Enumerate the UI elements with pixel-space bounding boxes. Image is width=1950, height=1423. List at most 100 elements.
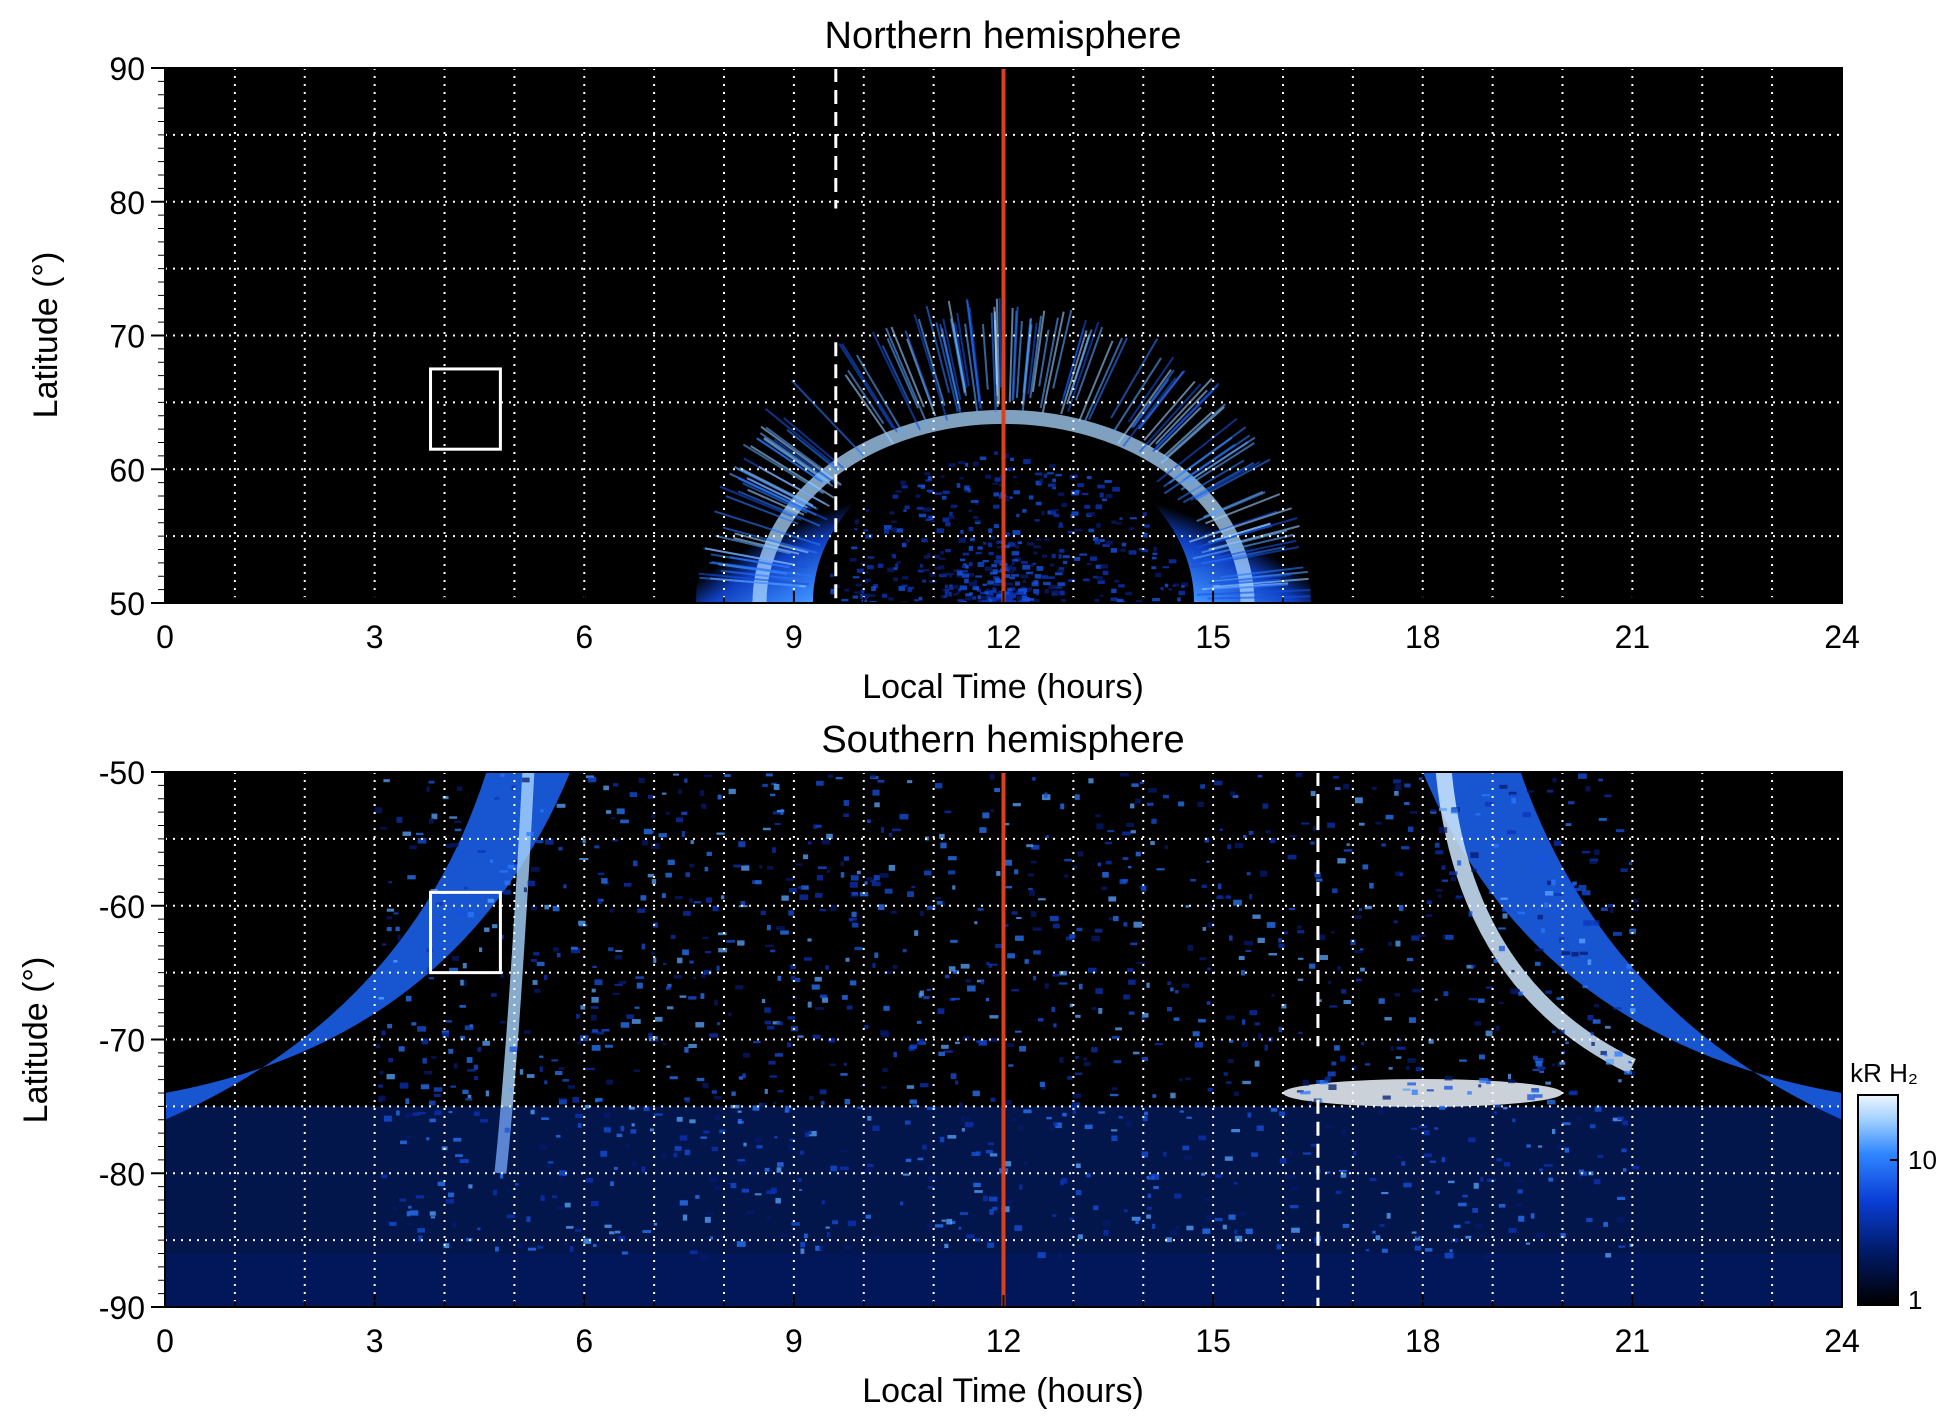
- north-speckle-cell: [1070, 514, 1074, 518]
- south-speckle-cell: [1560, 1233, 1566, 1239]
- south-speckle-cell: [1398, 905, 1404, 911]
- south-speckle-cell: [854, 946, 863, 951]
- south-speckle-cell: [762, 783, 768, 787]
- south-speckle-cell: [614, 1230, 621, 1234]
- south-speckle-cell: [1622, 1120, 1628, 1126]
- south-speckle-cell: [688, 1043, 697, 1049]
- south-speckle-cell: [1467, 1091, 1472, 1095]
- south-speckle-cell: [658, 833, 667, 838]
- south-speckle-cell: [874, 952, 879, 959]
- south-speckle-cell: [1127, 865, 1132, 869]
- north-speckle-cell: [1087, 512, 1095, 516]
- south-speckle-cell: [544, 904, 550, 910]
- south-speckle-cell: [467, 1094, 472, 1099]
- north-speckle-cell: [975, 551, 982, 555]
- south-speckle-cell: [1146, 982, 1150, 988]
- north-speckle-cell: [1043, 473, 1048, 478]
- south-speckle-cell: [1537, 1145, 1543, 1148]
- north-xtick-label-9: 9: [785, 619, 803, 655]
- south-speckle-cell: [1286, 1174, 1296, 1179]
- north-oval-streak: [1163, 426, 1247, 488]
- south-speckle-cell: [1457, 860, 1462, 866]
- south-speckle-cell: [842, 995, 848, 1000]
- south-speckle-cell: [799, 1188, 803, 1192]
- south-speckle-cell: [595, 1097, 603, 1102]
- north-oval-streak: [949, 318, 966, 394]
- south-speckle-cell: [843, 1063, 847, 1066]
- south-speckle-cell: [1503, 1107, 1508, 1110]
- north-speckle-cell: [1181, 582, 1189, 587]
- south-speckle-cell: [1225, 1081, 1232, 1084]
- north-speckle-cell: [1034, 574, 1042, 579]
- south-speckle-cell: [601, 1028, 610, 1032]
- south-speckle-cell: [397, 934, 401, 941]
- south-speckle-cell: [1203, 1198, 1212, 1201]
- south-speckle-cell: [451, 842, 459, 847]
- north-oval-streak: [871, 331, 921, 431]
- south-speckle-cell: [1030, 911, 1037, 918]
- south-speckle-cell: [1518, 1215, 1525, 1222]
- south-speckle-cell: [606, 810, 612, 814]
- south-speckle-cell: [1435, 1190, 1440, 1195]
- south-speckle-cell: [872, 963, 876, 968]
- south-speckle-cell: [967, 985, 976, 992]
- south-speckle-cell: [1589, 858, 1599, 862]
- south-speckle-cell: [872, 789, 880, 796]
- north-speckle-cell: [1102, 543, 1111, 548]
- south-speckle-cell: [1051, 1006, 1056, 1012]
- south-speckle-cell: [1385, 814, 1394, 820]
- south-speckle-cell: [577, 1041, 581, 1045]
- north-speckle-cell: [968, 526, 974, 532]
- north-oval-streak: [760, 425, 842, 486]
- north-speckle-cell: [960, 529, 964, 534]
- north-oval-streak: [1008, 308, 1014, 403]
- south-speckle-cell: [431, 1056, 437, 1059]
- south-speckle-cell: [676, 1116, 683, 1122]
- north-speckle-cell: [1035, 592, 1039, 596]
- south-speckle-cell: [1475, 813, 1481, 816]
- south-speckle-cell: [780, 930, 789, 935]
- north-speckle-cell: [995, 596, 1000, 600]
- south-speckle-cell: [1488, 891, 1494, 895]
- north-speckle-cell: [1177, 597, 1181, 602]
- south-speckle-cell: [1493, 959, 1498, 963]
- north-speckle-cell: [934, 567, 941, 570]
- north-speckle-cell: [1092, 575, 1098, 579]
- north-oval-streak: [1182, 462, 1255, 504]
- south-speckle-cell: [1388, 1067, 1393, 1070]
- south-xtick-label-0: 0: [156, 1323, 174, 1359]
- south-speckle-cell: [1492, 862, 1501, 866]
- south-speckle-cell: [1480, 1176, 1484, 1182]
- south-speckle-cell: [1484, 801, 1493, 807]
- south-speckle-cell: [1118, 1116, 1123, 1119]
- south-speckle-cell: [1131, 783, 1139, 787]
- north-speckle-cell: [942, 490, 950, 495]
- south-speckle-cell: [972, 1214, 976, 1218]
- south-speckle-cell: [701, 972, 706, 978]
- north-speckle-cell: [958, 600, 967, 603]
- south-speckle-cell: [826, 1232, 831, 1238]
- north-speckle-cell: [1086, 562, 1092, 566]
- south-speckle-cell: [648, 1032, 653, 1039]
- south-speckle-cell: [1404, 801, 1410, 806]
- south-speckle-cell: [1052, 923, 1060, 929]
- north-speckle-cell: [1021, 593, 1028, 597]
- south-speckle-cell: [1485, 1253, 1494, 1259]
- south-speckle-cell: [1378, 1108, 1384, 1115]
- south-speckle-cell: [1629, 1243, 1633, 1247]
- south-speckle-cell: [1545, 990, 1552, 994]
- north-speckle-cell: [970, 537, 975, 542]
- north-speckle-cell: [901, 584, 908, 587]
- south-region-box: [429, 890, 502, 975]
- south-speckle-cell: [961, 1116, 965, 1122]
- north-oval-streak: [917, 318, 946, 407]
- north-speckle-cell: [1041, 575, 1049, 579]
- north-speckle-cell: [1007, 542, 1016, 547]
- north-speckle-cell: [993, 589, 997, 594]
- south-speckle-cell: [523, 1030, 531, 1034]
- south-speckle-cell: [478, 947, 483, 953]
- south-speckle-cell: [872, 1125, 880, 1132]
- north-speckle-cell: [916, 506, 924, 510]
- north-oval-streak: [698, 572, 810, 586]
- north-speckle-cell: [1110, 597, 1118, 602]
